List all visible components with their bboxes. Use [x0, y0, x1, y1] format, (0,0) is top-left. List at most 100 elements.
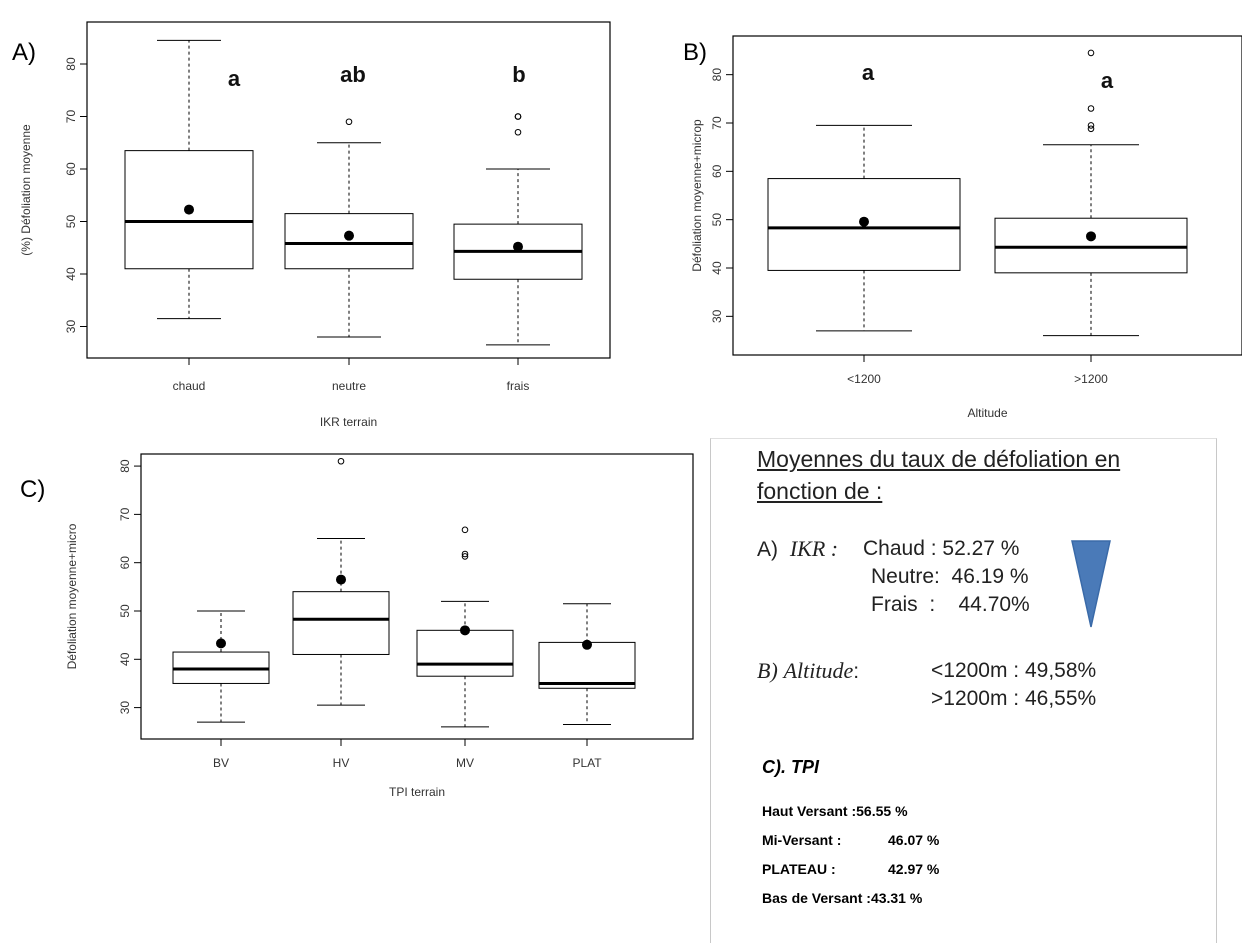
mean-point — [460, 625, 470, 636]
tpi-title: C). TPI — [762, 757, 819, 777]
outlier-point — [461, 553, 469, 560]
y-tick-label: 60 — [64, 162, 78, 176]
tpi-list: Haut Versant :56.55 % Mi-Versant : 46.07 … — [762, 797, 939, 913]
x-tick-label: <1200 — [847, 372, 881, 386]
x-tick-label: >1200 — [1074, 372, 1108, 386]
outlier-point — [1087, 49, 1095, 57]
outlier-point — [461, 526, 469, 534]
mean-point — [859, 216, 869, 227]
mean-point — [216, 638, 226, 649]
mean-point — [184, 204, 194, 215]
y-axis-label: Défoliation moyenne+microp — [690, 119, 704, 272]
mean-point — [344, 230, 354, 241]
y-tick-label: 50 — [118, 604, 132, 618]
box-iqr — [994, 217, 1188, 274]
x-tick-label: HV — [333, 756, 350, 770]
tpi-row: Haut Versant :56.55 % — [762, 797, 939, 826]
y-tick-label: 80 — [64, 57, 78, 71]
tpi-row-label: Bas de Versant : — [762, 890, 871, 906]
ikr-prefix: A) — [757, 538, 778, 561]
y-tick-label: 50 — [64, 215, 78, 229]
tpi-row-label: PLATEAU : — [762, 861, 836, 877]
significance-letter: ab — [340, 62, 366, 87]
altitude-prefix: B) — [757, 658, 778, 683]
x-axis-label: IKR terrain — [320, 415, 377, 429]
panel-a: A) (%) Défoliation moyenne IKR terrain 3… — [0, 0, 660, 437]
y-tick-label: 70 — [118, 507, 132, 521]
y-axis-label: Défoliation moyenne+micro — [65, 523, 79, 669]
ikr-row-frais: Frais : 44.70% — [871, 593, 1030, 616]
tpi-row-label: Haut Versant : — [762, 803, 857, 819]
significance-letter: a — [1101, 68, 1114, 93]
x-tick-label: neutre — [332, 379, 366, 393]
summary-panel: Moyennes du taux de défoliation en fonct… — [710, 438, 1217, 943]
altitude-row-low: <1200m : 49,58% — [931, 659, 1097, 682]
outlier-point — [514, 128, 522, 136]
panel-label-a: A) — [12, 39, 36, 66]
outlier-point — [1087, 122, 1095, 129]
altitude-colon: : — [853, 660, 860, 683]
panel-label-c: C) — [20, 476, 45, 503]
y-tick-label: 50 — [710, 213, 724, 227]
panel-b: B) Défoliation moyenne+microp Altitude 3… — [683, 10, 1242, 435]
decreasing-triangle-icon — [1071, 540, 1111, 628]
outlier-point — [345, 118, 353, 126]
boxplot-tpi: C) Défoliation moyenne+micro TPI terrain… — [20, 453, 694, 799]
boxplot-ikr: A) (%) Défoliation moyenne IKR terrain 3… — [12, 21, 611, 429]
x-tick-label: MV — [456, 756, 474, 770]
ikr-row-neutre: Neutre: 46.19 % — [871, 565, 1029, 588]
summary-title-line1: Moyennes du taux de défoliation en — [757, 446, 1121, 472]
panel-label-b: B) — [683, 39, 707, 66]
x-tick-label: chaud — [173, 379, 206, 393]
ikr-label: IKR : — [789, 536, 839, 561]
boxplot-altitude: B) Défoliation moyenne+microp Altitude 3… — [683, 35, 1242, 420]
outlier-point — [1087, 125, 1095, 133]
y-tick-label: 70 — [710, 116, 724, 130]
y-tick-label: 60 — [118, 556, 132, 570]
y-tick-label: 30 — [64, 320, 78, 334]
outlier-point — [337, 457, 345, 465]
tpi-row: Mi-Versant : 46.07 % — [762, 826, 939, 855]
box-iqr — [284, 213, 414, 270]
significance-letter: a — [228, 66, 241, 91]
y-tick-label: 70 — [64, 110, 78, 124]
outlier-point — [514, 113, 522, 120]
ikr-row-chaud: Chaud : 52.27 % — [863, 537, 1020, 560]
tpi-row-value: 42.97 % — [888, 861, 940, 877]
tpi-row: PLATEAU : 42.97 % — [762, 855, 939, 884]
y-tick-label: 60 — [710, 164, 724, 178]
x-axis-label: Altitude — [967, 406, 1007, 420]
outlier-point — [461, 550, 469, 558]
mean-point — [1086, 231, 1096, 242]
plot-frame — [140, 453, 694, 740]
y-tick-label: 30 — [118, 701, 132, 715]
plot-frame — [732, 35, 1242, 356]
x-tick-label: frais — [507, 379, 530, 393]
significance-letter: b — [512, 62, 525, 87]
y-tick-label: 40 — [64, 267, 78, 281]
mean-point — [336, 574, 346, 585]
y-tick-label: 80 — [710, 68, 724, 82]
tpi-row-value: 43.31 % — [870, 890, 923, 906]
y-tick-label: 40 — [710, 261, 724, 275]
summary-title-line2: fonction de : — [757, 478, 883, 504]
outlier-point — [1087, 105, 1095, 112]
altitude-row-high: >1200m : 46,55% — [931, 687, 1097, 710]
box-iqr — [416, 629, 514, 677]
tpi-row-label: Mi-Versant : — [762, 832, 842, 848]
box-iqr — [292, 591, 390, 655]
tpi-row-value: 46.07 % — [888, 832, 940, 848]
y-axis-label: (%) Défoliation moyenne — [19, 124, 33, 256]
tpi-row-value: 56.55 % — [856, 803, 908, 819]
mean-point — [582, 639, 592, 650]
y-tick-label: 80 — [118, 459, 132, 473]
tpi-row: Bas de Versant :43.31 % — [762, 884, 939, 913]
x-tick-label: BV — [213, 756, 229, 770]
x-tick-label: PLAT — [572, 756, 602, 770]
summary-title: Moyennes du taux de défoliation en fonct… — [757, 443, 1120, 507]
significance-letter: a — [862, 60, 875, 85]
y-tick-label: 30 — [710, 309, 724, 323]
altitude-label: Altitude — [783, 658, 854, 683]
y-tick-label: 40 — [118, 652, 132, 666]
mean-point — [513, 241, 523, 252]
